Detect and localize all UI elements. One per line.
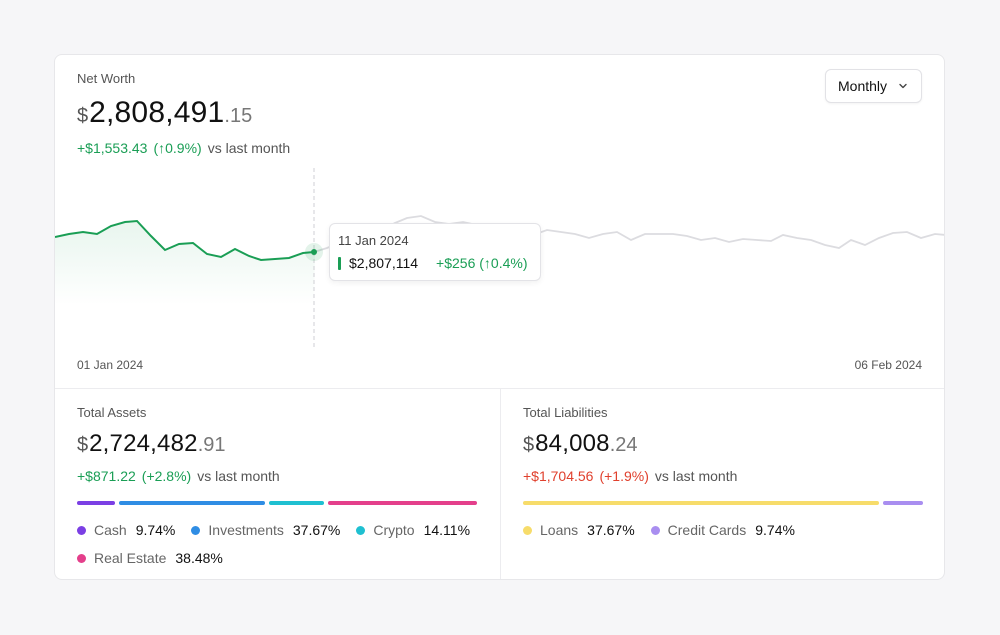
assets-legend-item-cash: Cash 9.74% — [77, 522, 175, 538]
assets-legend-item-real-estate: Real Estate 38.48% — [77, 550, 223, 566]
legend-percent: 9.74% — [135, 522, 176, 538]
net-worth-cents: .15 — [224, 105, 253, 127]
currency-symbol: $ — [523, 434, 535, 456]
total-assets-change-amount: +$871.22 — [77, 468, 136, 484]
liabilities-segment-credit-cards — [883, 501, 923, 505]
chart-line-inactive — [313, 215, 944, 253]
net-worth-change-suffix: vs last month — [207, 140, 291, 156]
chart-area-fill — [55, 221, 315, 305]
total-liabilities-change: +$1,704.56 (+1.9%) vs last month — [523, 468, 737, 484]
total-assets-label: Total Assets — [77, 405, 147, 420]
legend-dot-icon — [356, 525, 366, 535]
assets-legend-item-crypto: Crypto 14.11% — [356, 522, 470, 538]
total-liabilities-integer: 84,008 — [535, 430, 610, 457]
legend-percent: 37.67% — [292, 522, 341, 538]
liabilities-legend: Loans 37.67% Credit Cards 9.74% — [523, 522, 933, 538]
total-liabilities-label: Total Liabilities — [523, 405, 608, 420]
chart-line-active — [55, 219, 315, 262]
legend-dot-icon — [77, 525, 86, 535]
liabilities-legend-item-credit-cards: Credit Cards 9.74% — [650, 522, 795, 538]
chart-start-date: 01 Jan 2024 — [77, 358, 144, 372]
tooltip-date: 11 Jan 2024 — [338, 233, 409, 248]
legend-dot-icon — [77, 553, 86, 563]
legend-name: Investments — [208, 522, 284, 538]
net-worth-value: $ 2,808,491 .15 — [77, 96, 290, 130]
net-worth-change-pct: (↑0.9%) — [153, 140, 202, 156]
legend-percent: 14.11% — [423, 522, 471, 538]
assets-segment-crypto — [268, 501, 324, 505]
assets-allocation-bar — [77, 501, 477, 505]
total-assets-change-pct: (+2.8%) — [141, 468, 192, 484]
total-liabilities-panel: Total Liabilities $ 84,008 .24 +$1,704.5… — [523, 405, 737, 484]
total-liabilities-change-suffix: vs last month — [654, 468, 738, 484]
hover-point[interactable] — [311, 249, 317, 255]
tooltip-change: +$256 (↑0.4%) — [436, 255, 528, 271]
assets-legend-item-investments: Investments 37.67% — [191, 522, 340, 538]
net-worth-change-amount: +$1,553.43 — [77, 140, 148, 156]
legend-percent: 9.74% — [755, 522, 795, 538]
net-worth-header: Net Worth $ 2,808,491 .15 +$1,553.43 (↑0… — [77, 71, 290, 156]
liabilities-legend-item-loans: Loans 37.67% — [523, 522, 635, 538]
total-assets-value: $ 2,724,482 .91 — [77, 430, 280, 458]
legend-dot-icon — [650, 525, 660, 535]
total-assets-change: +$871.22 (+2.8%) vs last month — [77, 468, 280, 484]
legend-name: Loans — [540, 522, 579, 538]
total-liabilities-value: $ 84,008 .24 — [523, 430, 737, 458]
period-select[interactable]: Monthly — [825, 69, 922, 103]
legend-percent: 37.67% — [587, 522, 635, 538]
total-liabilities-change-amount: +$1,704.56 — [523, 468, 594, 484]
tooltip-row: $2,807,114 +$256 (↑0.4%) — [338, 255, 532, 271]
section-divider — [55, 388, 944, 389]
total-assets-change-suffix: vs last month — [197, 468, 280, 484]
liabilities-allocation-bar — [523, 501, 923, 505]
total-assets-integer: 2,724,482 — [89, 430, 198, 457]
total-liabilities-change-pct: (+1.9%) — [599, 468, 649, 484]
chevron-down-icon — [899, 83, 907, 89]
chart-tooltip: 11 Jan 2024 $2,807,114 +$256 (↑0.4%) — [329, 223, 541, 281]
legend-name: Real Estate — [94, 550, 167, 566]
currency-symbol: $ — [77, 105, 89, 127]
assets-legend: Cash 9.74% Investments 37.67% Crypto 14.11% Re… — [77, 522, 487, 566]
total-liabilities-cents: .24 — [609, 434, 638, 456]
tooltip-value: $2,807,114 — [349, 255, 419, 271]
net-worth-chart[interactable] — [55, 160, 945, 365]
assets-segment-cash — [77, 501, 115, 505]
assets-segment-real-estate — [327, 501, 477, 505]
liabilities-segment-loans — [523, 501, 880, 505]
net-worth-label: Net Worth — [77, 71, 136, 86]
legend-percent: 38.48% — [175, 550, 223, 566]
currency-symbol: $ — [77, 434, 89, 456]
legend-dot-icon — [523, 525, 532, 535]
legend-name: Credit Cards — [667, 522, 747, 538]
total-assets-cents: .91 — [197, 434, 226, 456]
net-worth-change: +$1,553.43 (↑0.9%) vs last month — [77, 140, 290, 156]
net-worth-card: Net Worth $ 2,808,491 .15 +$1,553.43 (↑0… — [54, 54, 945, 580]
net-worth-integer: 2,808,491 — [89, 96, 225, 129]
chart-end-date: 06 Feb 2024 — [854, 358, 922, 372]
legend-name: Cash — [94, 522, 127, 538]
period-select-value: Monthly — [838, 78, 888, 94]
assets-segment-investments — [118, 501, 265, 505]
panel-divider — [500, 389, 501, 579]
legend-dot-icon — [191, 525, 201, 535]
total-assets-panel: Total Assets $ 2,724,482 .91 +$871.22 (+… — [77, 405, 280, 484]
legend-name: Crypto — [373, 522, 415, 538]
tooltip-series-marker — [338, 256, 341, 270]
